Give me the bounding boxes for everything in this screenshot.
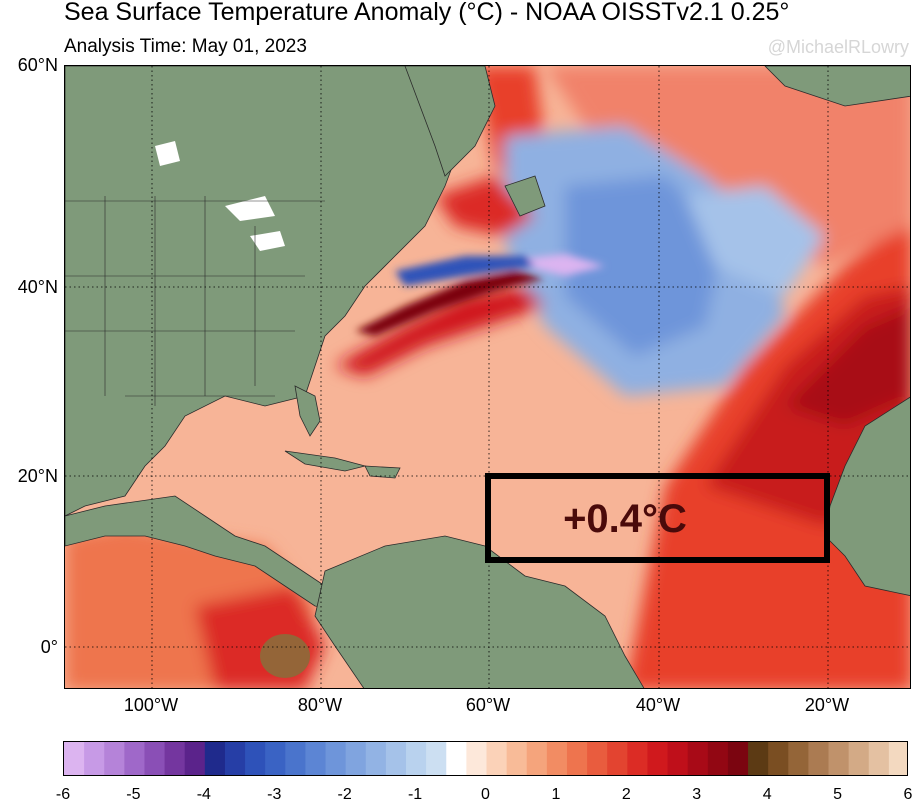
colorbar-tick-label: 6	[903, 786, 913, 803]
colorbar-swatch	[446, 742, 467, 775]
map-canvas: +0.4°C	[65, 66, 910, 688]
colorbar-tick-label: 2	[621, 786, 631, 803]
colorbar-swatch	[305, 742, 327, 775]
colorbar-tick-label: 3	[692, 786, 702, 803]
colorbar-tick-label: -3	[267, 786, 282, 803]
colorbar-swatch	[788, 742, 809, 775]
credit-watermark: @MichaelRLowry	[767, 37, 909, 57]
colorbar-swatch	[164, 742, 186, 775]
colorbar-tick-label: 5	[833, 786, 843, 803]
map-title: Sea Surface Temperature Anomaly (°C) - N…	[64, 0, 790, 26]
colorbar-tick-label: -4	[196, 786, 211, 803]
colorbar-swatch	[808, 742, 830, 775]
colorbar-swatch	[84, 742, 105, 775]
south-america	[314, 535, 645, 688]
colorbar-swatch	[627, 742, 648, 775]
colorbar-swatch	[727, 742, 749, 775]
colorbar-swatch	[768, 742, 789, 775]
state-borders	[65, 196, 325, 406]
mdr-anomaly-label: +0.4°C	[563, 497, 687, 541]
colorbar-swatch	[426, 742, 447, 775]
colorbar-swatch	[245, 742, 266, 775]
cuba	[284, 450, 367, 472]
colorbar-tick-label: 1	[551, 786, 561, 803]
greenland	[764, 66, 910, 107]
lat-label-60n: 60°N	[17, 55, 58, 75]
pacific-warm-core	[260, 634, 310, 678]
hispaniola	[364, 465, 401, 479]
colorbar-swatch	[546, 742, 568, 775]
sst-anomaly-map: +0.4°C	[64, 65, 911, 689]
analysis-time: Analysis Time: May 01, 2023	[64, 36, 307, 57]
colorbar-swatch	[486, 742, 508, 775]
colorbar-swatch	[224, 742, 246, 775]
mdr-box	[485, 473, 830, 563]
colorbar-swatch	[325, 742, 347, 775]
colorbar-swatch	[848, 742, 870, 775]
colorbar-swatch	[607, 742, 628, 775]
lat-label-0: 0°	[40, 637, 58, 657]
colorbar-swatch	[687, 742, 709, 775]
lat-label-20n: 20°N	[17, 466, 58, 486]
colorbar-swatch	[64, 742, 85, 775]
colorbar-swatch	[104, 742, 125, 775]
lon-label-80w: 80°W	[297, 695, 343, 715]
colorbar-tick-label: 0	[481, 786, 490, 803]
colorbar-swatch	[667, 742, 689, 775]
colorbar-swatch	[144, 742, 166, 775]
colorbar-swatch	[828, 742, 850, 775]
lon-label-60w: 60°W	[465, 695, 511, 715]
colorbar-swatch	[566, 742, 588, 775]
colorbar-swatch	[506, 742, 528, 775]
colorbar-swatch	[707, 742, 729, 775]
colorbar-swatch	[365, 742, 387, 775]
colorbar-swatch	[204, 742, 226, 775]
colorbar-swatch	[345, 742, 367, 775]
colorbar-tick-label: -2	[337, 786, 352, 803]
labrador	[404, 66, 496, 177]
colorbar	[63, 741, 908, 776]
colorbar-swatch	[868, 742, 890, 775]
colorbar-swatch	[285, 742, 306, 775]
colorbar-swatch	[385, 742, 407, 775]
colorbar-tick-label: 4	[762, 786, 772, 803]
colorbar-tick-label: -1	[407, 786, 423, 803]
colorbar-swatch	[184, 742, 206, 775]
colorbar-canvas	[64, 742, 907, 775]
newfoundland	[504, 175, 546, 217]
colorbar-swatch	[124, 742, 145, 775]
colorbar-swatch	[466, 742, 487, 775]
lon-label-40w: 40°W	[635, 695, 681, 715]
lakes	[155, 141, 285, 251]
land-masses	[65, 66, 910, 688]
lon-label-20w: 20°W	[804, 695, 850, 715]
colorbar-swatch	[888, 742, 907, 775]
colorbar-swatch	[587, 742, 608, 775]
colorbar-swatch	[265, 742, 286, 775]
colorbar-swatch	[748, 742, 769, 775]
colorbar-tick-label: -6	[55, 786, 71, 803]
florida	[294, 385, 321, 437]
lat-label-40n: 40°N	[17, 277, 58, 297]
colorbar-swatch	[406, 742, 427, 775]
colorbar-swatch	[647, 742, 669, 775]
colorbar-tick-label: -5	[126, 786, 141, 803]
lon-label-100w: 100°W	[123, 695, 179, 715]
colorbar-swatch	[526, 742, 548, 775]
